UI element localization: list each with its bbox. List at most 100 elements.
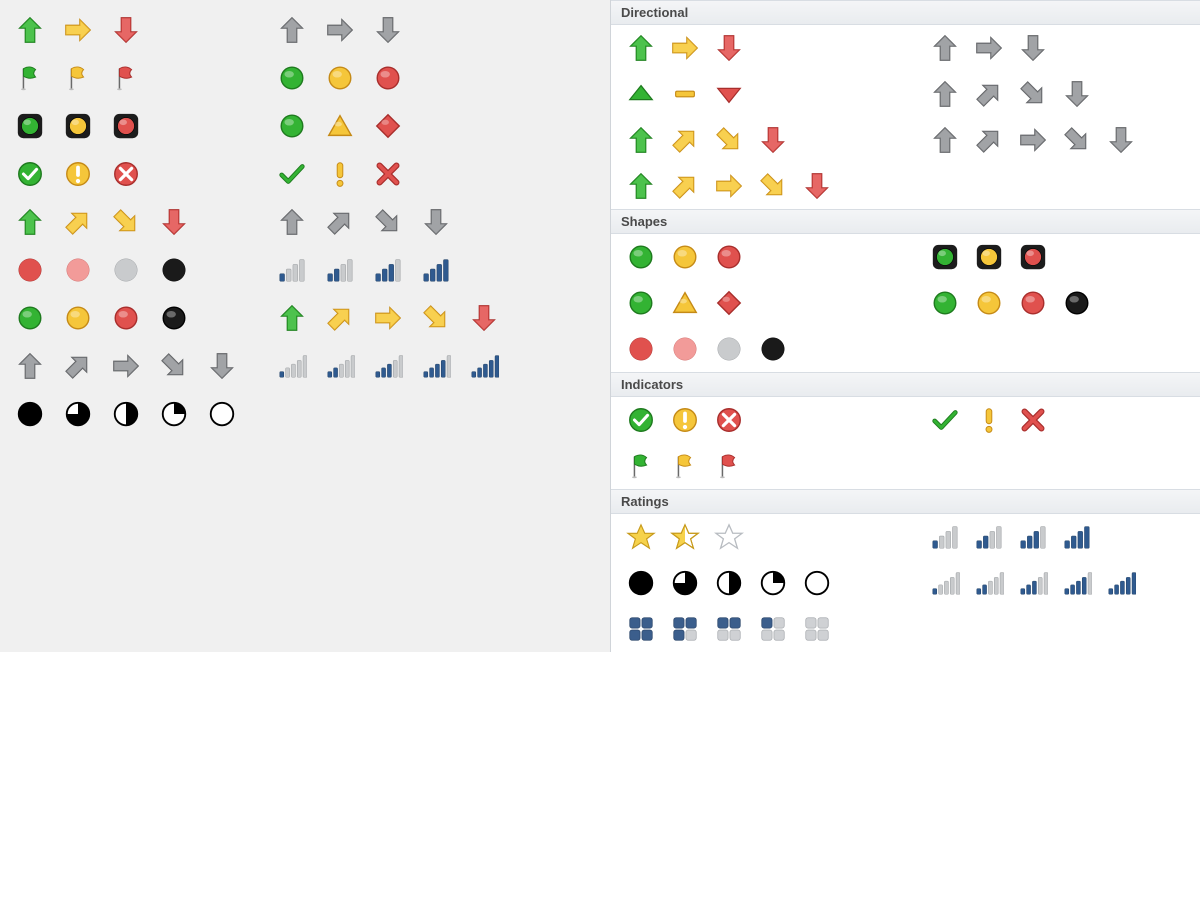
iconset-item[interactable] (6, 246, 54, 294)
iconset-item[interactable] (923, 26, 967, 70)
iconset-item[interactable] (364, 102, 412, 150)
iconset-row[interactable] (6, 390, 604, 438)
iconset-item[interactable] (707, 607, 751, 651)
iconset-item[interactable] (268, 246, 316, 294)
iconset-item[interactable] (102, 54, 150, 102)
iconset-item[interactable] (967, 515, 1011, 559)
iconset-item[interactable] (751, 118, 795, 162)
iconset-item[interactable] (751, 164, 795, 208)
iconset-item[interactable] (663, 444, 707, 488)
iconset-item[interactable] (6, 342, 54, 390)
iconset-item[interactable] (707, 327, 751, 371)
iconset-item[interactable] (1099, 118, 1143, 162)
iconset-item[interactable] (1055, 515, 1099, 559)
iconset-item[interactable] (707, 515, 751, 559)
iconset-item[interactable] (663, 398, 707, 442)
iconset-item[interactable] (102, 390, 150, 438)
iconset-row[interactable] (611, 71, 1200, 117)
iconset-item[interactable] (619, 398, 663, 442)
iconset-item[interactable] (663, 327, 707, 371)
iconset-row[interactable] (611, 280, 1200, 326)
iconset-item[interactable] (6, 198, 54, 246)
iconset-item[interactable] (268, 294, 316, 342)
iconset-item[interactable] (6, 150, 54, 198)
iconset-item[interactable] (923, 515, 967, 559)
iconset-item[interactable] (1055, 118, 1099, 162)
iconset-item[interactable] (460, 294, 508, 342)
iconset-item[interactable] (967, 118, 1011, 162)
iconset-item[interactable] (268, 198, 316, 246)
iconset-item[interactable] (54, 102, 102, 150)
iconset-item[interactable] (102, 198, 150, 246)
iconset-item[interactable] (967, 72, 1011, 116)
iconset-item[interactable] (619, 561, 663, 605)
iconset-item[interactable] (54, 294, 102, 342)
iconset-item[interactable] (967, 398, 1011, 442)
iconset-item[interactable] (268, 54, 316, 102)
iconset-row[interactable] (611, 560, 1200, 606)
iconset-item[interactable] (663, 164, 707, 208)
iconset-row[interactable] (6, 342, 604, 390)
iconset-row[interactable] (611, 397, 1200, 443)
iconset-row[interactable] (6, 102, 604, 150)
iconset-item[interactable] (923, 235, 967, 279)
iconset-item[interactable] (198, 342, 246, 390)
iconset-item[interactable] (663, 235, 707, 279)
iconset-item[interactable] (54, 246, 102, 294)
iconset-item[interactable] (707, 118, 751, 162)
iconset-item[interactable] (102, 150, 150, 198)
iconset-item[interactable] (364, 246, 412, 294)
iconset-item[interactable] (751, 327, 795, 371)
iconset-item[interactable] (364, 54, 412, 102)
iconset-item[interactable] (795, 607, 839, 651)
iconset-item[interactable] (707, 26, 751, 70)
iconset-item[interactable] (316, 342, 364, 390)
iconset-item[interactable] (102, 246, 150, 294)
iconset-row[interactable] (611, 25, 1200, 71)
iconset-row[interactable] (6, 6, 604, 54)
iconset-item[interactable] (460, 342, 508, 390)
iconset-item[interactable] (923, 72, 967, 116)
iconset-item[interactable] (619, 235, 663, 279)
iconset-item[interactable] (316, 6, 364, 54)
iconset-item[interactable] (663, 607, 707, 651)
iconset-item[interactable] (967, 235, 1011, 279)
iconset-item[interactable] (1055, 281, 1099, 325)
iconset-item[interactable] (412, 342, 460, 390)
iconset-item[interactable] (707, 235, 751, 279)
iconset-item[interactable] (795, 561, 839, 605)
iconset-item[interactable] (707, 561, 751, 605)
iconset-row[interactable] (611, 606, 1200, 652)
iconset-item[interactable] (663, 26, 707, 70)
iconset-item[interactable] (364, 6, 412, 54)
iconset-item[interactable] (412, 294, 460, 342)
iconset-item[interactable] (54, 54, 102, 102)
iconset-item[interactable] (268, 342, 316, 390)
iconset-item[interactable] (619, 26, 663, 70)
iconset-item[interactable] (198, 390, 246, 438)
iconset-item[interactable] (54, 342, 102, 390)
iconset-item[interactable] (923, 281, 967, 325)
iconset-row[interactable] (6, 198, 604, 246)
iconset-item[interactable] (316, 102, 364, 150)
iconset-item[interactable] (1055, 561, 1099, 605)
iconset-item[interactable] (619, 164, 663, 208)
iconset-item[interactable] (364, 198, 412, 246)
iconset-item[interactable] (6, 294, 54, 342)
iconset-item[interactable] (1011, 72, 1055, 116)
iconset-item[interactable] (707, 164, 751, 208)
iconset-item[interactable] (619, 281, 663, 325)
iconset-item[interactable] (54, 198, 102, 246)
iconset-item[interactable] (54, 390, 102, 438)
iconset-item[interactable] (364, 294, 412, 342)
iconset-item[interactable] (6, 6, 54, 54)
iconset-item[interactable] (1055, 72, 1099, 116)
iconset-item[interactable] (795, 164, 839, 208)
iconset-item[interactable] (412, 246, 460, 294)
iconset-item[interactable] (150, 390, 198, 438)
iconset-item[interactable] (102, 102, 150, 150)
iconset-item[interactable] (619, 118, 663, 162)
iconset-item[interactable] (619, 607, 663, 651)
iconset-item[interactable] (707, 398, 751, 442)
iconset-item[interactable] (751, 607, 795, 651)
